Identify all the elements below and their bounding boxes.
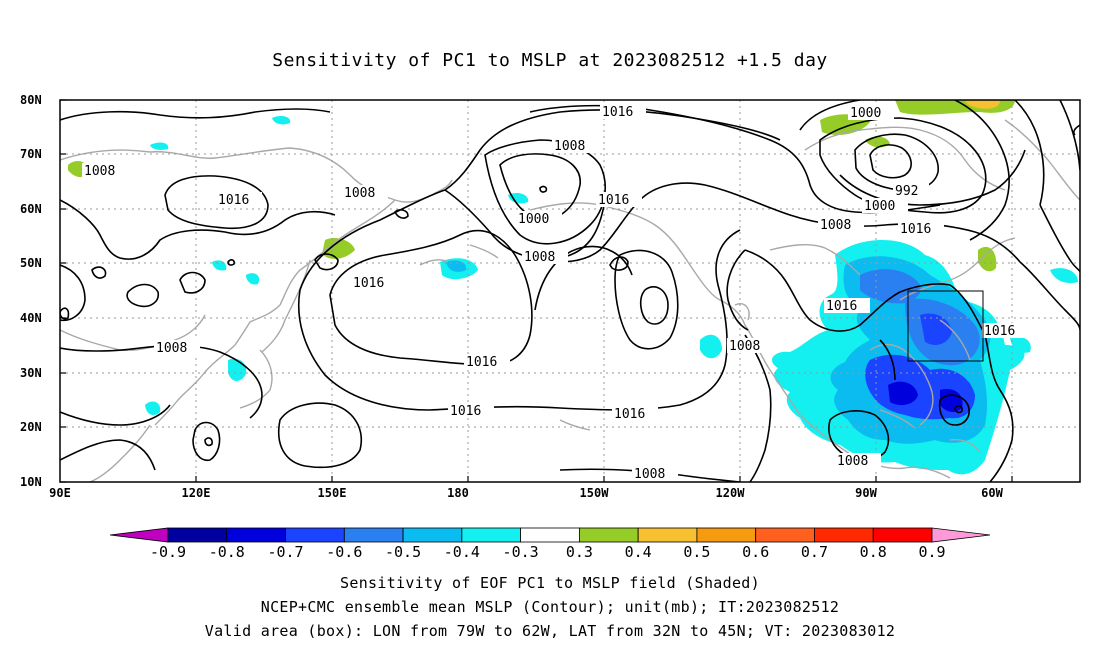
contour-label: 1016 bbox=[466, 355, 497, 370]
colorbar-label: -0.9 bbox=[150, 543, 186, 561]
mslp-contours bbox=[60, 100, 1080, 482]
contour-label: 1016 bbox=[984, 324, 1015, 339]
lon-label: 90E bbox=[49, 486, 71, 500]
contour-label: 1000 bbox=[518, 212, 549, 227]
contour-label: 1000 bbox=[864, 199, 895, 214]
contour-label: 1016 bbox=[614, 407, 645, 422]
colorbar-end-left bbox=[109, 527, 169, 543]
contour-label: 1008 bbox=[156, 341, 187, 356]
lon-label: 120E bbox=[182, 486, 211, 500]
colorbar-swatch bbox=[343, 527, 404, 543]
contour-label: 1016 bbox=[450, 404, 481, 419]
contour-label: 1016 bbox=[602, 105, 633, 120]
contour-label: 1016 bbox=[598, 193, 629, 208]
colorbar-swatch bbox=[578, 527, 639, 543]
contour-label: 1016 bbox=[353, 276, 384, 291]
colorbar-label: -0.8 bbox=[209, 543, 245, 561]
contour-label: 1016 bbox=[826, 299, 857, 314]
lon-label: 150W bbox=[580, 486, 610, 500]
lon-label: 120W bbox=[716, 486, 746, 500]
contour-label: 1008 bbox=[837, 454, 868, 469]
colorbar-swatch bbox=[285, 527, 345, 543]
colorbar-swatch bbox=[167, 527, 228, 543]
lat-axis: 80N 70N 60N 50N 40N 30N 20N 10N bbox=[20, 93, 66, 489]
colorbar-swatch bbox=[226, 527, 286, 543]
map-frame bbox=[59, 99, 1081, 483]
lat-label: 50N bbox=[20, 256, 42, 270]
colorbar-label: 0.3 bbox=[566, 543, 593, 561]
contour-label: 1016 bbox=[218, 193, 249, 208]
colorbar-label: -0.3 bbox=[503, 543, 539, 561]
colorbar-swatch bbox=[637, 527, 698, 543]
lat-label: 20N bbox=[20, 420, 42, 434]
colorbar-swatch bbox=[402, 527, 463, 543]
contour-label: 1000 bbox=[850, 106, 881, 121]
colorbar-swatch bbox=[872, 527, 933, 543]
contour-label: 1008 bbox=[84, 164, 115, 179]
colorbar-swatch bbox=[696, 527, 757, 543]
colorbar-end-right bbox=[931, 527, 991, 543]
valid-area-box bbox=[907, 290, 984, 362]
colorbar-label: -0.5 bbox=[385, 543, 421, 561]
lat-label: 80N bbox=[20, 93, 42, 107]
contour-label: 1008 bbox=[820, 218, 851, 233]
colorbar-label: 0.4 bbox=[625, 543, 652, 561]
lon-axis: 90E 120E 150E 180 150W 120W 90W 60W bbox=[49, 476, 1013, 500]
lon-label: 60W bbox=[981, 486, 1003, 500]
contour-label: 1008 bbox=[524, 250, 555, 265]
lon-label: 90W bbox=[855, 486, 877, 500]
colorbar-label: -0.7 bbox=[267, 543, 303, 561]
lat-label: 10N bbox=[20, 475, 42, 489]
lat-label: 40N bbox=[20, 311, 42, 325]
colorbar-label: 0.9 bbox=[918, 543, 945, 561]
colorbar-label: 0.5 bbox=[683, 543, 710, 561]
caption-line-3: Valid area (box): LON from 79W to 62W, L… bbox=[204, 622, 896, 640]
contour-label: 1008 bbox=[554, 139, 585, 154]
contour-label: 1008 bbox=[634, 467, 665, 482]
colorbar: -0.9 -0.8 -0.7 -0.6 -0.5 -0.4 -0.3 0.3 0.4 0.5 0.6… bbox=[109, 527, 991, 561]
colorbar-label: -0.6 bbox=[326, 543, 362, 561]
colorbar-label: 0.8 bbox=[860, 543, 887, 561]
lon-label: 180 bbox=[447, 486, 469, 500]
colorbar-swatch bbox=[520, 527, 580, 543]
contour-label: 1008 bbox=[344, 186, 375, 201]
caption-line-2: NCEP+CMC ensemble mean MSLP (Contour); u… bbox=[260, 598, 840, 616]
contour-labels: 1016 1008 1000 992 1008 1016 1008 1016 1… bbox=[82, 104, 1028, 482]
lat-label: 70N bbox=[20, 147, 42, 161]
lat-label: 60N bbox=[20, 202, 42, 216]
colorbar-swatch bbox=[461, 527, 522, 543]
map-title: Sensitivity of PC1 to MSLP at 2023082512… bbox=[272, 50, 828, 71]
contour-label: 992 bbox=[895, 184, 918, 199]
colorbar-label: 0.7 bbox=[801, 543, 828, 561]
colorbar-label: -0.4 bbox=[444, 543, 480, 561]
contour-label: 1016 bbox=[900, 222, 931, 237]
colorbar-label: 0.6 bbox=[742, 543, 769, 561]
lon-label: 150E bbox=[318, 486, 347, 500]
colorbar-swatch bbox=[814, 527, 874, 543]
colorbar-swatch bbox=[755, 527, 815, 543]
lat-label: 30N bbox=[20, 366, 42, 380]
contour-label: 1008 bbox=[729, 339, 760, 354]
caption-line-1: Sensitivity of EOF PC1 to MSLP field (Sh… bbox=[340, 574, 760, 592]
